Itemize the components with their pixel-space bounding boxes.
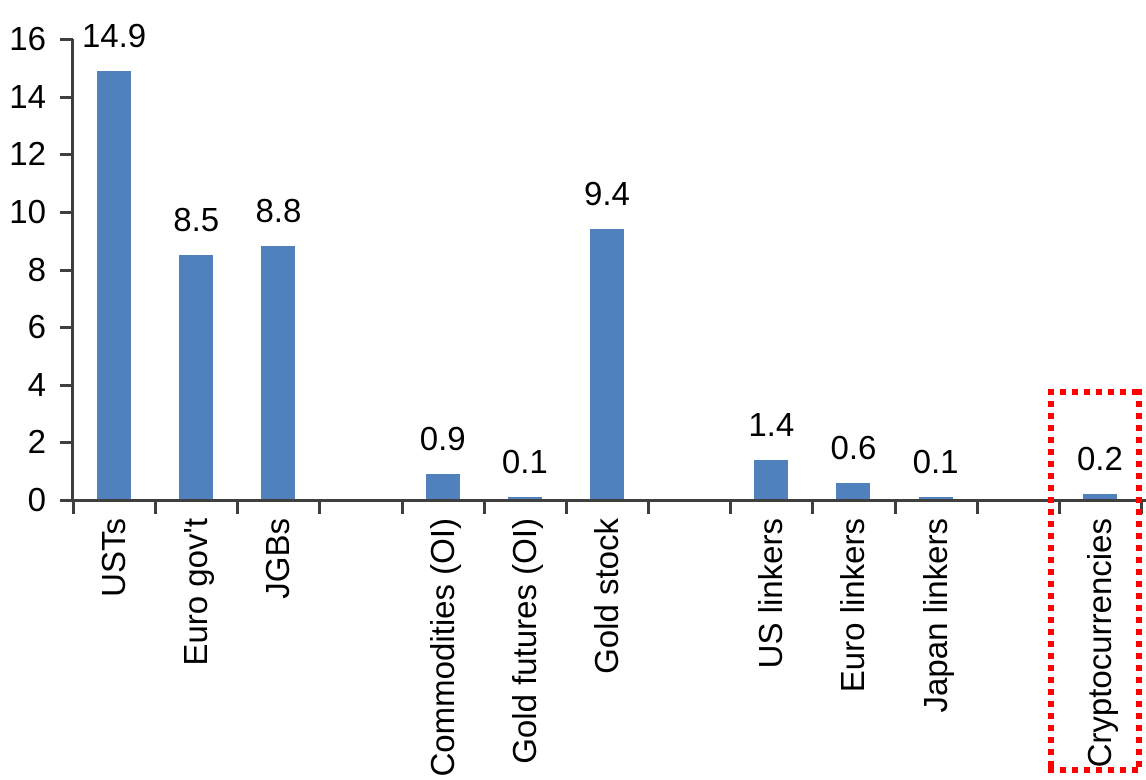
bar-gold-stock bbox=[589, 229, 624, 500]
x-axis-tick bbox=[893, 501, 897, 514]
y-axis-tick bbox=[60, 326, 73, 330]
bar-value-label: 1.4 bbox=[748, 405, 795, 443]
bar-value-label: 8.8 bbox=[255, 192, 302, 230]
x-axis-tick bbox=[72, 501, 75, 514]
bar-value-label: 0.1 bbox=[912, 443, 959, 481]
x-axis-label-text: Euro linkers bbox=[834, 518, 872, 693]
highlight-box-right bbox=[1136, 389, 1142, 773]
x-axis-tick bbox=[400, 501, 404, 514]
x-axis-tick bbox=[729, 501, 733, 514]
bar-japan-linkers bbox=[918, 497, 953, 500]
bar-gold-futures-oi- bbox=[507, 497, 542, 500]
y-axis-tick-label: 6 bbox=[27, 308, 46, 346]
x-axis-tick bbox=[564, 501, 568, 514]
x-axis-label-text: US linkers bbox=[752, 518, 790, 669]
bar-usts bbox=[97, 70, 132, 500]
x-axis-label-text: Gold stock bbox=[587, 518, 625, 674]
x-axis-label-text: Japan linkers bbox=[916, 518, 954, 713]
y-axis-line bbox=[71, 39, 74, 502]
x-axis-label: USTs bbox=[95, 518, 175, 597]
y-axis-tick bbox=[60, 268, 73, 272]
bar-value-label: 0.2 bbox=[1076, 440, 1123, 478]
bar-value-label: 0.1 bbox=[501, 443, 548, 481]
bar-euro-linkers bbox=[836, 482, 871, 500]
highlight-box-left bbox=[1048, 389, 1054, 773]
y-axis-tick bbox=[60, 210, 73, 214]
bar-cryptocurrencies bbox=[1082, 494, 1117, 500]
x-axis-tick bbox=[647, 501, 651, 514]
bar-value-label: 0.6 bbox=[830, 428, 877, 466]
y-axis-tick-label: 2 bbox=[27, 423, 46, 461]
y-axis-tick-label: 10 bbox=[9, 192, 46, 230]
x-axis-tick bbox=[236, 501, 240, 514]
x-axis-label: JGBs bbox=[259, 518, 341, 599]
x-axis-tick bbox=[154, 501, 158, 514]
x-axis-tick bbox=[318, 501, 322, 514]
x-axis-line bbox=[71, 499, 1146, 502]
x-axis-tick bbox=[811, 501, 815, 514]
bar-value-label: 8.5 bbox=[173, 201, 220, 239]
bar-commodities-oi- bbox=[425, 474, 460, 500]
bar-value-label: 9.4 bbox=[584, 175, 630, 213]
x-axis-label-text: JGBs bbox=[259, 518, 297, 599]
y-axis-tick bbox=[60, 95, 73, 99]
x-axis-tick bbox=[975, 501, 979, 514]
y-axis-tick-label: 16 bbox=[9, 20, 46, 57]
y-axis-tick bbox=[60, 441, 73, 445]
x-axis-label-text: Cryptocurrencies bbox=[1080, 518, 1118, 768]
highlight-box-bottom bbox=[1048, 767, 1142, 773]
x-axis-label: Gold stock bbox=[588, 518, 745, 674]
y-axis-tick bbox=[60, 153, 73, 157]
y-axis-tick-label: 8 bbox=[27, 250, 46, 288]
y-axis-tick bbox=[60, 38, 73, 41]
y-axis-tick bbox=[60, 383, 73, 387]
x-axis-tick bbox=[1057, 501, 1061, 514]
x-axis-tick bbox=[482, 501, 486, 514]
bar-us-linkers bbox=[754, 459, 789, 500]
x-axis-label-text: Euro gov't bbox=[177, 518, 215, 666]
y-axis-tick-label: 4 bbox=[27, 365, 46, 403]
x-axis-label-text: Gold futures (OI) bbox=[505, 518, 543, 764]
y-axis-tick-label: 0 bbox=[27, 481, 46, 518]
bar-euro-gov-t bbox=[179, 255, 214, 500]
bar-jgbs bbox=[261, 246, 296, 500]
y-axis-tick bbox=[60, 499, 73, 502]
y-axis-tick-label: 14 bbox=[9, 77, 46, 115]
bar-value-label: 14.9 bbox=[81, 16, 147, 54]
y-axis-tick-label: 12 bbox=[9, 135, 46, 173]
x-axis-label-text: Commodities (OI) bbox=[423, 518, 461, 777]
bar-value-label: 0.9 bbox=[419, 420, 466, 458]
highlight-box-top bbox=[1048, 389, 1142, 395]
x-axis-label-text: USTs bbox=[95, 518, 133, 597]
